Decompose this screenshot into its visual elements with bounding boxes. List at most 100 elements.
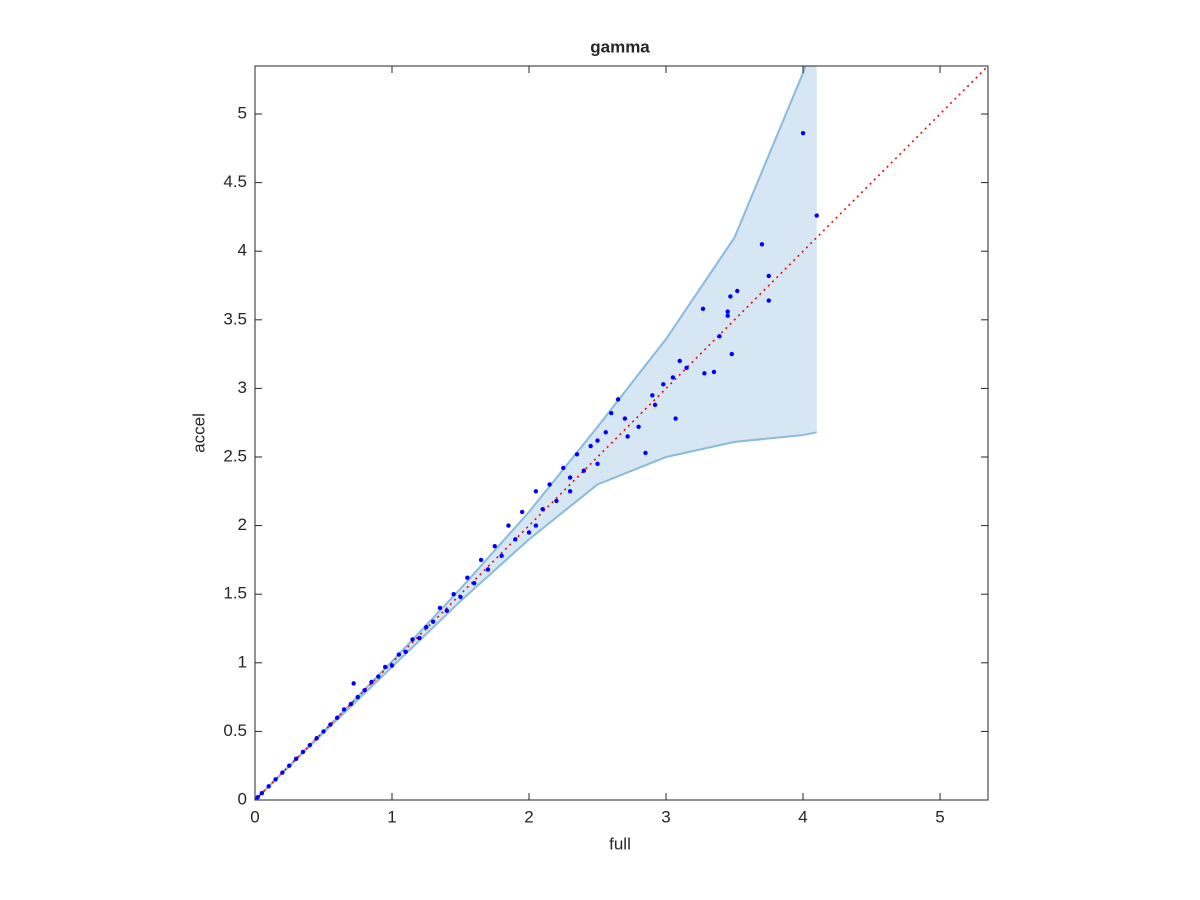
- point: [717, 334, 722, 339]
- point: [444, 608, 450, 613]
- point: [472, 581, 477, 586]
- point: [513, 537, 518, 542]
- point: [603, 430, 608, 435]
- y-tick-label: 0.5: [223, 721, 247, 740]
- point: [814, 213, 819, 218]
- point: [458, 594, 463, 600]
- point: [506, 523, 511, 528]
- point: [759, 242, 765, 247]
- point: [625, 434, 630, 439]
- point: [729, 351, 734, 357]
- point: [588, 443, 593, 449]
- point: [567, 489, 573, 494]
- point: [478, 557, 484, 563]
- point: [348, 701, 354, 707]
- point: [499, 553, 504, 558]
- point: [341, 707, 347, 712]
- point: [314, 736, 319, 741]
- axes-box: [254, 65, 989, 801]
- x-tick-label: 2: [524, 807, 533, 826]
- point: [396, 652, 402, 657]
- point: [581, 468, 587, 473]
- point: [725, 309, 730, 314]
- reference-line: [255, 66, 988, 800]
- point: [735, 288, 740, 294]
- point: [554, 498, 559, 504]
- point: [335, 715, 340, 720]
- point: [321, 729, 326, 734]
- x-axis-label: full: [609, 834, 631, 853]
- point: [636, 424, 641, 430]
- y-tick-label: 3: [238, 378, 247, 397]
- point: [728, 294, 733, 299]
- point: [711, 369, 717, 375]
- point: [382, 664, 388, 670]
- point: [766, 273, 771, 279]
- y-tick-label: 1: [238, 652, 247, 671]
- y-tick-label: 0: [238, 789, 247, 808]
- y-tick-label: 3.5: [223, 309, 247, 328]
- y-axis-label: accel: [189, 413, 208, 453]
- point: [266, 784, 271, 789]
- point: [492, 543, 497, 549]
- point: [369, 679, 374, 685]
- point: [355, 694, 360, 700]
- point: [362, 688, 367, 693]
- point: [574, 452, 580, 457]
- point: [700, 306, 706, 312]
- x-tick-label: 5: [935, 807, 944, 826]
- point: [280, 770, 285, 775]
- x-tick-label: 1: [387, 807, 396, 826]
- point: [273, 777, 278, 782]
- point: [376, 674, 381, 679]
- point: [766, 298, 771, 303]
- y-tick-label: 2.5: [223, 446, 247, 465]
- point: [547, 482, 552, 487]
- point: [328, 722, 333, 727]
- point: [643, 450, 648, 456]
- band-edge: [255, 431, 817, 800]
- point: [300, 749, 306, 755]
- point: [389, 663, 395, 668]
- point: [519, 509, 525, 515]
- point: [255, 795, 260, 800]
- chart-title: gamma: [590, 37, 650, 56]
- point: [684, 365, 689, 371]
- point: [725, 313, 730, 318]
- x-tick-label: 3: [661, 807, 670, 826]
- x-tick-label: 0: [250, 807, 259, 826]
- point: [424, 624, 429, 630]
- point: [595, 438, 600, 443]
- point: [661, 382, 666, 387]
- x-tick-label: 4: [798, 807, 807, 826]
- point: [561, 465, 566, 471]
- y-tick-label: 2: [238, 515, 247, 534]
- point: [465, 575, 470, 580]
- point: [652, 402, 658, 408]
- point: [307, 742, 313, 748]
- y-tick-label: 4: [238, 241, 247, 260]
- point: [622, 416, 628, 421]
- point: [595, 461, 600, 467]
- point: [615, 397, 621, 402]
- y-tick-label: 5: [238, 104, 247, 123]
- point: [650, 393, 655, 398]
- point: [533, 523, 539, 528]
- point: [702, 371, 707, 376]
- point: [670, 375, 676, 380]
- point: [293, 756, 299, 762]
- point: [430, 619, 436, 624]
- point: [673, 416, 678, 421]
- point: [287, 763, 292, 768]
- point: [800, 131, 806, 136]
- point: [609, 410, 614, 416]
- point: [410, 637, 415, 642]
- y-tick-label: 4.5: [223, 172, 247, 191]
- point: [259, 790, 265, 796]
- point: [533, 489, 539, 494]
- point: [567, 475, 573, 480]
- point: [417, 635, 422, 641]
- point: [451, 592, 456, 597]
